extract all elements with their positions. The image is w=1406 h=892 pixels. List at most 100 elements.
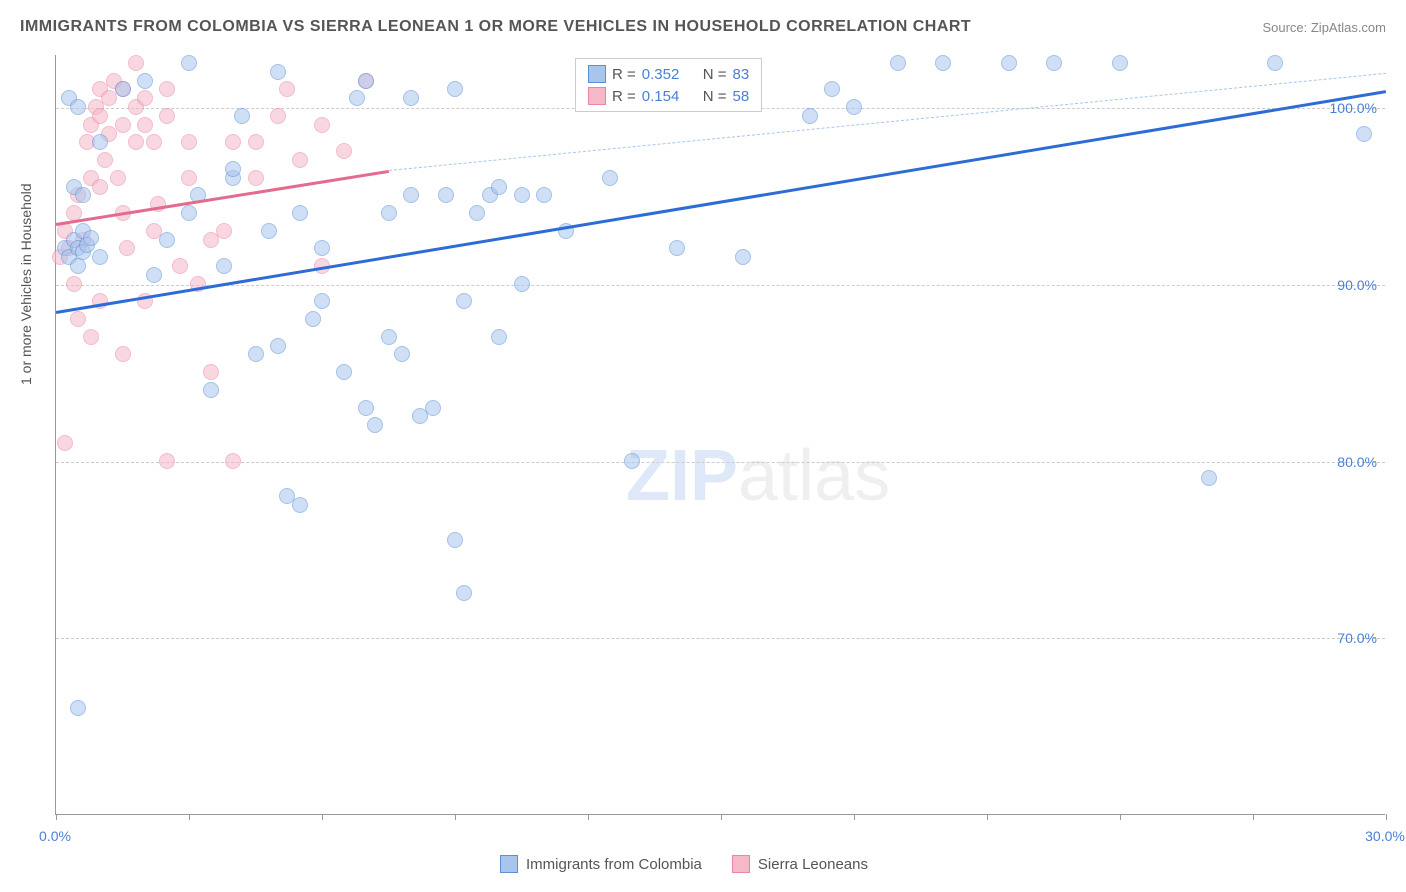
data-point (159, 108, 175, 124)
data-point (358, 400, 374, 416)
x-tick (1253, 814, 1254, 820)
data-point (1001, 55, 1017, 71)
data-point (159, 232, 175, 248)
data-point (270, 338, 286, 354)
data-point (110, 170, 126, 186)
x-tick (322, 814, 323, 820)
gridline (56, 462, 1385, 463)
data-point (225, 134, 241, 150)
gridline (56, 285, 1385, 286)
data-point (181, 55, 197, 71)
data-point (181, 134, 197, 150)
data-point (292, 497, 308, 513)
regression-line (56, 90, 1386, 313)
data-point (225, 453, 241, 469)
data-point (248, 346, 264, 362)
data-point (447, 532, 463, 548)
data-point (137, 90, 153, 106)
data-point (469, 205, 485, 221)
watermark-zip: ZIP (626, 436, 738, 516)
data-point (146, 134, 162, 150)
scatter-plot-area: ZIPatlas 70.0%80.0%90.0%100.0% (55, 55, 1385, 815)
legend-stats-row-2: R = 0.154 N = 58 (588, 85, 749, 107)
data-point (115, 81, 131, 97)
legend-swatch-colombia (500, 855, 518, 873)
data-point (456, 585, 472, 601)
data-point (66, 276, 82, 292)
data-point (172, 258, 188, 274)
data-point (115, 117, 131, 133)
n-value-2: 58 (733, 88, 750, 105)
data-point (336, 364, 352, 380)
data-point (381, 205, 397, 221)
data-point (824, 81, 840, 97)
y-axis-title: 1 or more Vehicles in Household (18, 183, 34, 385)
data-point (292, 205, 308, 221)
data-point (381, 329, 397, 345)
data-point (314, 117, 330, 133)
data-point (358, 73, 374, 89)
data-point (128, 55, 144, 71)
data-point (203, 364, 219, 380)
data-point (292, 152, 308, 168)
data-point (1267, 55, 1283, 71)
data-point (97, 152, 113, 168)
legend-swatch-sierra (732, 855, 750, 873)
data-point (137, 73, 153, 89)
y-tick-label: 90.0% (1337, 277, 1377, 293)
legend-swatch-colombia (588, 65, 606, 83)
data-point (514, 276, 530, 292)
data-point (128, 134, 144, 150)
x-tick-label: 0.0% (39, 828, 71, 844)
data-point (216, 258, 232, 274)
data-point (70, 258, 86, 274)
data-point (456, 293, 472, 309)
data-point (92, 134, 108, 150)
watermark: ZIPatlas (626, 435, 890, 517)
data-point (70, 99, 86, 115)
legend-item-colombia: Immigrants from Colombia (500, 855, 702, 873)
watermark-atlas: atlas (738, 436, 890, 516)
legend-series: Immigrants from Colombia Sierra Leoneans (500, 855, 868, 873)
data-point (669, 240, 685, 256)
data-point (349, 90, 365, 106)
data-point (1046, 55, 1062, 71)
data-point (935, 55, 951, 71)
x-tick (854, 814, 855, 820)
data-point (846, 99, 862, 115)
data-point (890, 55, 906, 71)
r-value-2: 0.154 (642, 88, 697, 105)
legend-stats-row-1: R = 0.352 N = 83 (588, 63, 749, 85)
data-point (314, 293, 330, 309)
data-point (491, 329, 507, 345)
data-point (137, 117, 153, 133)
legend-label: Sierra Leoneans (758, 856, 868, 873)
data-point (447, 81, 463, 97)
data-point (248, 170, 264, 186)
data-point (802, 108, 818, 124)
x-tick (588, 814, 589, 820)
data-point (248, 134, 264, 150)
data-point (1356, 126, 1372, 142)
n-label: N = (703, 88, 727, 105)
data-point (92, 179, 108, 195)
data-point (394, 346, 410, 362)
x-tick (721, 814, 722, 820)
y-tick-label: 80.0% (1337, 454, 1377, 470)
data-point (514, 187, 530, 203)
data-point (119, 240, 135, 256)
data-point (234, 108, 250, 124)
r-label: R = (612, 88, 636, 105)
data-point (159, 81, 175, 97)
gridline (56, 638, 1385, 639)
data-point (270, 64, 286, 80)
data-point (57, 435, 73, 451)
n-label: N = (703, 66, 727, 83)
data-point (146, 267, 162, 283)
data-point (225, 161, 241, 177)
data-point (83, 329, 99, 345)
x-tick (56, 814, 57, 820)
data-point (314, 240, 330, 256)
data-point (159, 453, 175, 469)
data-point (1112, 55, 1128, 71)
